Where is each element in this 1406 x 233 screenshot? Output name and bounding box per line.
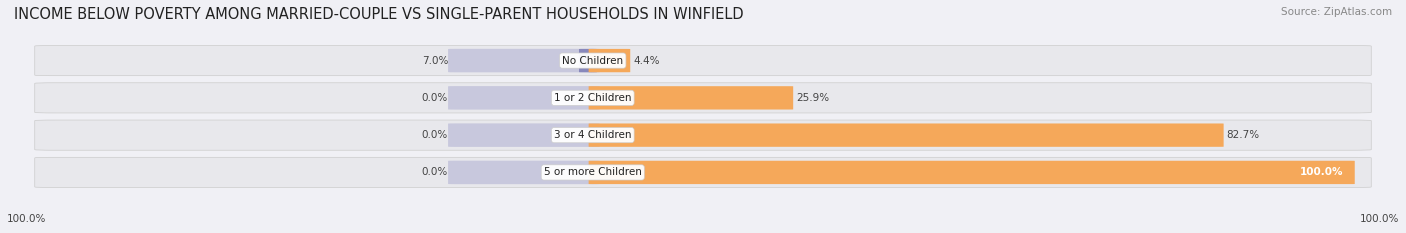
Text: 7.0%: 7.0%	[422, 56, 449, 65]
Text: 25.9%: 25.9%	[796, 93, 830, 103]
FancyBboxPatch shape	[589, 49, 630, 72]
FancyBboxPatch shape	[449, 86, 599, 110]
Text: Source: ZipAtlas.com: Source: ZipAtlas.com	[1281, 7, 1392, 17]
FancyBboxPatch shape	[35, 83, 1371, 113]
FancyBboxPatch shape	[35, 157, 1371, 188]
FancyBboxPatch shape	[35, 120, 1371, 150]
Text: INCOME BELOW POVERTY AMONG MARRIED-COUPLE VS SINGLE-PARENT HOUSEHOLDS IN WINFIEL: INCOME BELOW POVERTY AMONG MARRIED-COUPL…	[14, 7, 744, 22]
Text: 4.4%: 4.4%	[633, 56, 659, 65]
Text: 3 or 4 Children: 3 or 4 Children	[554, 130, 631, 140]
Text: 5 or more Children: 5 or more Children	[544, 168, 641, 177]
FancyBboxPatch shape	[35, 45, 1371, 76]
FancyBboxPatch shape	[449, 123, 599, 147]
FancyBboxPatch shape	[589, 123, 1223, 147]
Text: 82.7%: 82.7%	[1226, 130, 1260, 140]
FancyBboxPatch shape	[449, 161, 599, 184]
Text: 0.0%: 0.0%	[422, 130, 449, 140]
FancyBboxPatch shape	[449, 49, 599, 72]
Text: 1 or 2 Children: 1 or 2 Children	[554, 93, 631, 103]
FancyBboxPatch shape	[589, 86, 793, 110]
Text: 100.0%: 100.0%	[1360, 214, 1399, 224]
Text: 100.0%: 100.0%	[1301, 168, 1344, 177]
Text: 0.0%: 0.0%	[422, 93, 449, 103]
Text: 0.0%: 0.0%	[422, 168, 449, 177]
FancyBboxPatch shape	[589, 161, 1355, 184]
FancyBboxPatch shape	[579, 49, 598, 72]
Text: No Children: No Children	[562, 56, 623, 65]
Text: 100.0%: 100.0%	[7, 214, 46, 224]
